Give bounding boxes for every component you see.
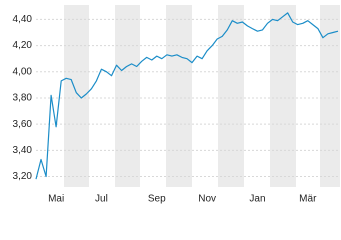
month-bands	[64, 5, 340, 187]
month-band	[64, 5, 89, 187]
y-tick-label: 4,40	[13, 14, 33, 25]
month-band	[115, 5, 140, 187]
x-tick-label: Mai	[48, 194, 64, 205]
y-tick-label: 3,80	[13, 93, 33, 104]
month-band	[270, 5, 296, 187]
x-tick-label: Nov	[198, 194, 216, 205]
month-band	[166, 5, 192, 187]
x-tick-label: Jul	[95, 194, 108, 205]
y-tick-label: 4,00	[13, 66, 33, 77]
y-tick-label: 3,40	[13, 145, 33, 156]
month-band	[218, 5, 244, 187]
month-band	[320, 5, 340, 187]
x-tick-label: Mär	[299, 194, 317, 205]
price-line	[35, 12, 339, 180]
y-tick-label: 3,60	[13, 119, 33, 130]
y-tick-label: 4,20	[13, 40, 33, 51]
chart: 3,20 3,40 3,60 3,80 4,00 4,20 4,40 Mai Jul Sep Nov…	[13, 5, 340, 205]
y-tick-label: 3,20	[13, 171, 33, 182]
x-tick-label: Sep	[148, 194, 166, 205]
x-tick-label: Jan	[249, 194, 265, 205]
